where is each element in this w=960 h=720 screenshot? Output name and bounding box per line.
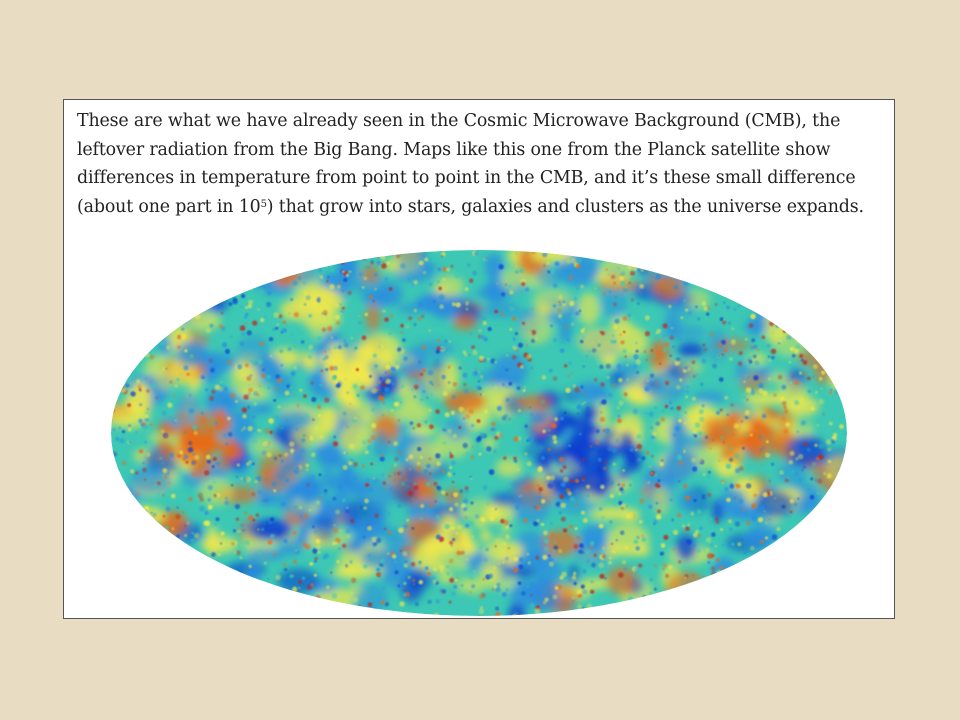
- slide-card: These are what we have already seen in t…: [63, 99, 895, 619]
- caption-text-end: ) that grow into stars, galaxies and clu…: [266, 196, 864, 217]
- caption-paragraph: These are what we have already seen in t…: [77, 107, 883, 221]
- caption-exponent: 5: [260, 198, 267, 210]
- cmb-map-image: [111, 250, 847, 616]
- caption-text-main: These are what we have already seen in t…: [77, 111, 856, 217]
- cmb-sky-map: [109, 248, 849, 618]
